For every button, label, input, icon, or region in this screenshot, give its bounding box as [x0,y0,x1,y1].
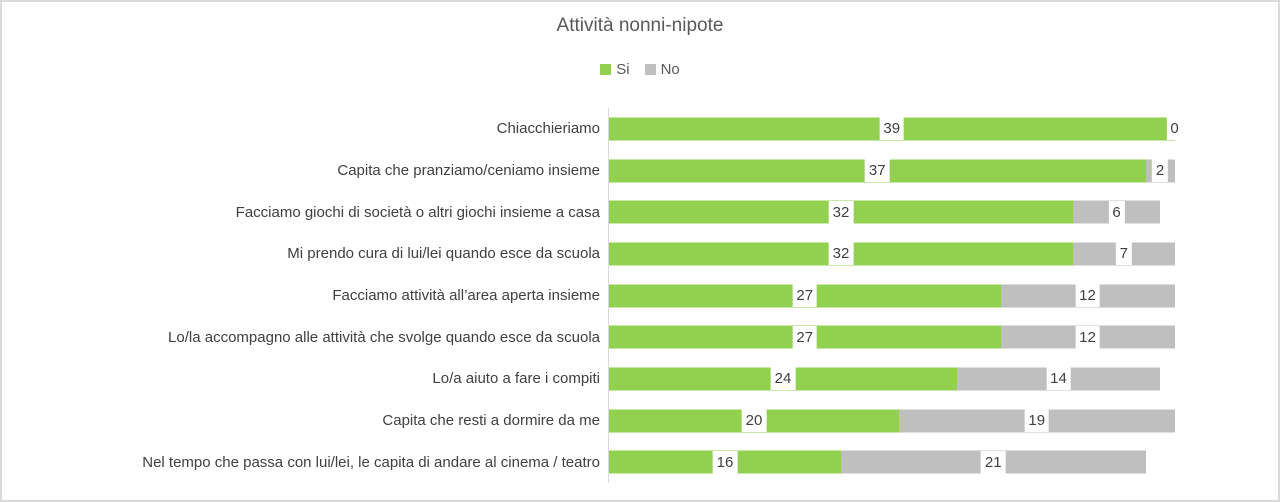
plot-cell: 32 7 [609,233,1278,275]
chart-row: Capita che resti a dormire da me 20 19 [2,400,1278,442]
plot-cell: 27 12 [609,275,1278,317]
chart-rows: Chiacchieriamo 39 0 Capita che pranziamo/ce… [2,108,1278,483]
legend-item-no: No [644,61,680,78]
legend-swatch-icon [600,64,612,75]
category-label: Lo/a aiuto a fare i compiti [432,370,600,388]
value-label-si: 32 [828,242,854,266]
category-label: Facciamo attività all’area aperta insiem… [332,287,600,305]
value-label-si: 27 [792,325,818,349]
value-label-no: 12 [1075,284,1100,308]
value-label-si: 16 [712,450,738,474]
category-label: Capita che resti a dormire da me [382,412,600,430]
plot-cell: 32 6 [609,191,1278,233]
value-label-no: 6 [1108,200,1125,224]
chart-row: Nel tempo che passa con lui/lei, le capi… [2,441,1278,483]
chart-row: Lo/a aiuto a fare i compiti 24 14 [2,358,1278,400]
value-label-si: 24 [770,367,796,391]
value-label-no: 19 [1024,409,1050,433]
stacked-bar: 32 6 [609,200,1278,224]
plot-cell: 27 12 [609,316,1278,358]
value-label-no: 2 [1151,159,1169,182]
category-label: Chiacchieriamo [496,120,600,138]
category-label: Lo/la accompagno alle attività che svolg… [168,328,600,346]
legend-swatch-icon [644,64,656,75]
value-label-si: 39 [879,117,905,141]
value-label-no: 14 [1046,367,1071,391]
stacked-bar: 20 19 [609,409,1278,433]
value-label-no: 12 [1075,325,1100,349]
value-label-no: 21 [980,450,1006,474]
legend-label: Si [616,61,630,78]
category-label: Facciamo giochi di società o altri gioch… [235,203,600,221]
stacked-bar: 27 12 [609,325,1278,349]
plot-cell: 24 14 [609,358,1278,400]
value-label-no: 0 [1166,117,1183,141]
legend-item-si: Si [600,61,630,78]
plot-cell: 39 0 [609,108,1278,150]
y-axis-line [608,108,609,483]
category-label: Capita che pranziamo/ceniamo insieme [337,162,600,179]
value-label-si: 37 [864,159,890,182]
chart-row: Chiacchieriamo 39 0 [2,108,1278,150]
chart-row: Mi prendo cura di lui/lei quando esce da… [2,233,1278,275]
chart-title: Attività nonni-nipote [556,15,724,36]
value-label-no: 7 [1115,242,1132,266]
plot-cell: 20 19 [609,400,1278,442]
stacked-bar: 16 21 [609,450,1278,474]
stacked-bar: 27 12 [609,284,1278,308]
category-label: Mi prendo cura di lui/lei quando esce da… [287,245,600,263]
legend: Si No [2,61,1278,78]
category-label: Nel tempo che passa con lui/lei, le capi… [142,453,600,471]
chart-row: Lo/la accompagno alle attività che svolg… [2,316,1278,358]
plot-cell: 37 2 [609,150,1278,192]
chart-row: Facciamo attività all’area aperta insiem… [2,275,1278,317]
chart-row: Facciamo giochi di società o altri gioch… [2,191,1278,233]
value-label-si: 32 [828,200,854,224]
plot-cell: 16 21 [609,441,1278,483]
value-label-si: 27 [792,284,818,308]
stacked-bar: 37 2 [609,159,1278,182]
legend-label: No [660,61,680,78]
stacked-bar: 39 0 [609,117,1278,141]
stacked-bar: 32 7 [609,242,1278,266]
chart-row: Capita che pranziamo/ceniamo insieme 37 2 [2,150,1278,192]
stacked-bar: 24 14 [609,367,1278,391]
value-label-si: 20 [741,409,767,433]
